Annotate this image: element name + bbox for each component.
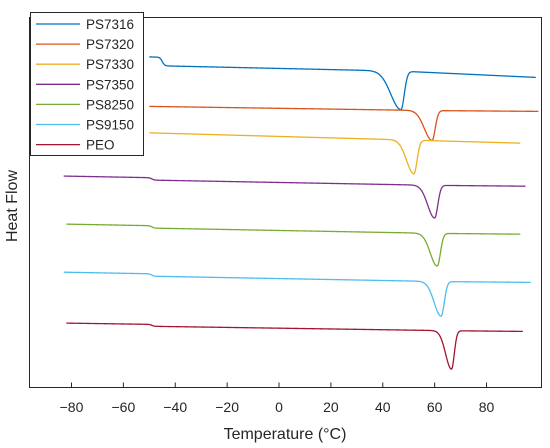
series-line-ps8250: [66, 223, 521, 267]
series-line-ps7320: [149, 105, 539, 141]
series-line-ps7350: [63, 175, 526, 219]
plot-frame: [29, 17, 542, 388]
legend-label-ps8250: PS8250: [86, 97, 134, 112]
x-axis-title: Temperature (°C): [224, 426, 347, 443]
legend-label-ps9150: PS9150: [86, 118, 134, 133]
x-axis-ticks: −80 −60 −40 −20 0 20 40 60 80: [60, 382, 495, 415]
x-tick-label: −60: [112, 399, 136, 415]
legend-label-ps7320: PS7320: [86, 37, 134, 52]
legend-label-peo: PEO: [86, 138, 115, 153]
x-tick-label: 20: [323, 399, 339, 415]
legend: PS7316 PS7320 PS7330 PS7350 PS8250 PS9150 PEO: [30, 12, 144, 156]
legend-label-ps7350: PS7350: [86, 77, 134, 92]
x-tick-label: −40: [163, 399, 187, 415]
x-tick-label: −80: [60, 399, 84, 415]
series-line-ps9150: [63, 271, 531, 317]
plot-lines: [63, 56, 539, 370]
series-line-peo: [66, 322, 523, 370]
series-line-ps7316: [149, 56, 536, 111]
legend-label-ps7330: PS7330: [86, 57, 134, 72]
series-line-ps7330: [149, 132, 521, 175]
x-tick-label: 60: [427, 399, 443, 415]
y-axis-title: Heat Flow: [4, 170, 21, 242]
legend-label-ps7316: PS7316: [86, 17, 134, 32]
x-tick-label: −20: [215, 399, 239, 415]
x-tick-label: 80: [479, 399, 495, 415]
x-tick-label: 0: [275, 399, 283, 415]
x-tick-label: 40: [375, 399, 391, 415]
